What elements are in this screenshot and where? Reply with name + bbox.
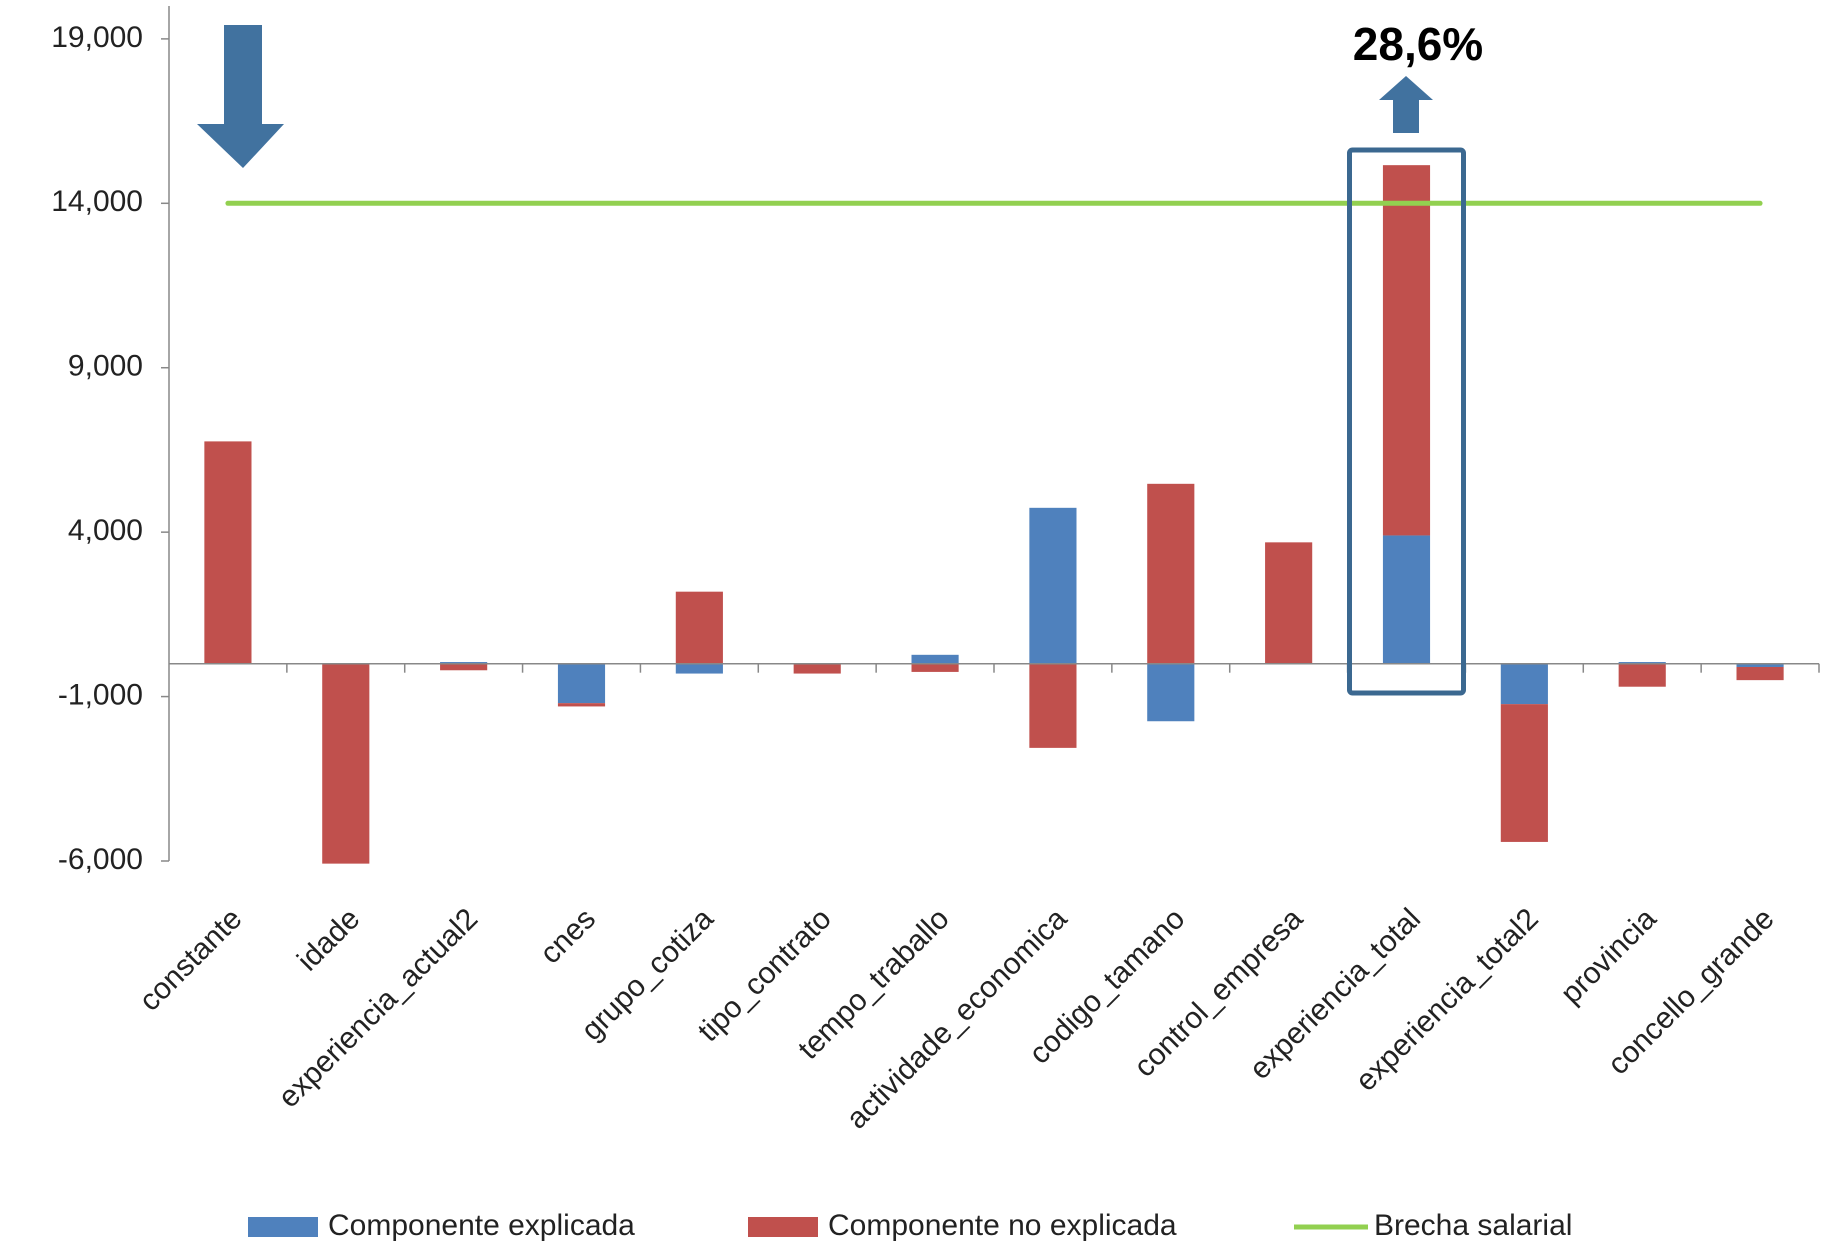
x-tick-label: idade — [291, 902, 366, 977]
y-tick-label: -1,000 — [58, 678, 143, 711]
bar — [1618, 663, 1666, 687]
bar — [675, 591, 723, 664]
bar — [1029, 663, 1077, 748]
legend-swatch — [248, 1217, 318, 1237]
bar — [1382, 535, 1431, 664]
bar — [1500, 663, 1548, 705]
y-tick-label: 19,000 — [51, 21, 143, 54]
bar — [440, 662, 488, 664]
y-tick-label: 14,000 — [51, 185, 143, 218]
up-arrow — [1379, 76, 1433, 133]
bar — [793, 663, 841, 674]
bar — [1736, 666, 1784, 681]
bar — [1618, 662, 1666, 664]
legend-label: Componente explicada — [328, 1209, 635, 1242]
annotation: 28,6% — [1353, 18, 1483, 70]
bar — [675, 663, 723, 674]
bar — [911, 654, 959, 664]
down-arrow — [197, 25, 284, 168]
bar — [1382, 165, 1431, 536]
bar — [1147, 483, 1195, 664]
y-tick-label: 9,000 — [68, 350, 143, 383]
bar — [1265, 542, 1313, 664]
x-tick-label: actividade_economica — [840, 902, 1073, 1135]
x-tick-label: constante — [133, 902, 248, 1017]
y-tick-label: 4,000 — [68, 514, 143, 547]
highlight-box — [1347, 147, 1466, 696]
x-tick-label: provincia — [1555, 902, 1663, 1010]
x-tick-label: cnes — [534, 902, 602, 970]
bar — [1147, 663, 1195, 722]
bar — [1736, 663, 1784, 667]
bar — [911, 663, 959, 672]
y-tick-label: -6,000 — [58, 843, 143, 876]
legend-label: Componente no explicada — [828, 1209, 1177, 1242]
bar — [322, 663, 370, 864]
bar — [1029, 507, 1077, 664]
bar — [557, 703, 606, 707]
bar — [1500, 704, 1548, 842]
bar — [557, 663, 606, 704]
legend-label: Brecha salarial — [1374, 1209, 1572, 1242]
legend-swatch — [748, 1217, 818, 1237]
bar — [440, 663, 488, 671]
bar — [204, 441, 252, 664]
x-tick-label: experiencia_actual2 — [272, 902, 484, 1114]
